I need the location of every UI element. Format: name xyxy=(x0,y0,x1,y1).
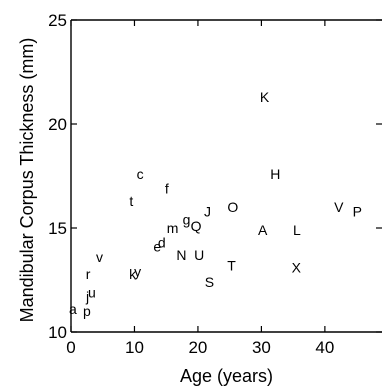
x-tick-label: 20 xyxy=(188,338,207,357)
data-point: c xyxy=(137,166,144,182)
data-point: O xyxy=(227,199,238,215)
data-point: r xyxy=(86,266,91,282)
x-tick-label: 10 xyxy=(125,338,144,357)
data-point: f xyxy=(165,180,169,196)
y-tick-label: 15 xyxy=(48,219,67,238)
data-point: Q xyxy=(191,218,202,234)
x-tick-label: 0 xyxy=(66,338,75,357)
data-point: K xyxy=(260,89,270,105)
data-point: m xyxy=(167,220,179,236)
data-point: V xyxy=(334,199,344,215)
y-tick-label: 10 xyxy=(48,323,67,342)
data-point: y xyxy=(134,264,141,280)
axes-layer xyxy=(70,19,382,333)
data-point: j xyxy=(85,289,89,305)
data-point: a xyxy=(69,301,77,317)
data-point: u xyxy=(88,284,96,300)
data-point: k xyxy=(129,266,137,282)
data-point: U xyxy=(194,247,204,263)
x-tick-label: 30 xyxy=(252,338,271,357)
x-axis-label: Age (years) xyxy=(180,366,273,386)
data-point: d xyxy=(158,235,166,251)
data-point: P xyxy=(353,203,362,219)
data-point: v xyxy=(96,249,103,265)
data-point: p xyxy=(83,303,91,319)
data-point: N xyxy=(176,247,186,263)
data-point: t xyxy=(129,193,133,209)
y-tick-label: 20 xyxy=(48,115,67,134)
data-point: A xyxy=(258,222,268,238)
data-point: H xyxy=(270,166,280,182)
data-point: X xyxy=(292,260,302,276)
data-point: g xyxy=(183,212,191,228)
y-axis-label: Mandibular Corpus Thickness (mm) xyxy=(17,38,37,323)
x-tick-label: 40 xyxy=(315,338,334,357)
data-point: S xyxy=(205,274,214,290)
data-point: e xyxy=(153,239,161,255)
data-point: J xyxy=(204,203,211,219)
y-tick-label: 25 xyxy=(48,11,67,30)
data-point: T xyxy=(227,257,236,273)
data-point: L xyxy=(293,222,301,238)
